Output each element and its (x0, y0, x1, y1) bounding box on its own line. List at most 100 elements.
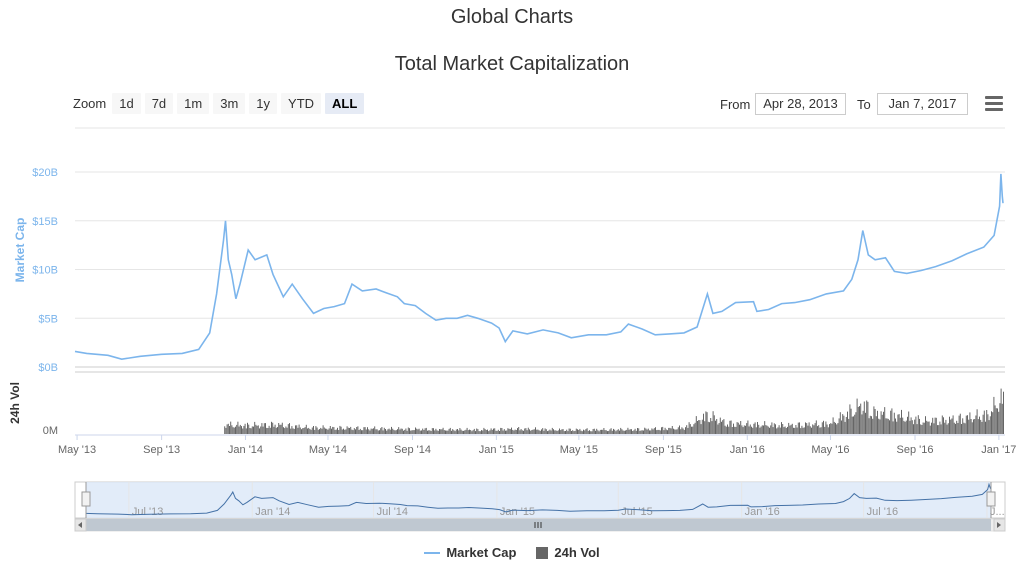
volume-bar (946, 424, 948, 434)
volume-bar (901, 409, 902, 434)
volume-bar (524, 428, 526, 434)
volume-bar (551, 427, 553, 434)
volume-bar (796, 427, 798, 434)
volume-bar (337, 427, 338, 434)
zoom-button-1m[interactable]: 1m (177, 93, 210, 114)
volume-bar (861, 414, 863, 434)
volume-bar (645, 428, 647, 434)
y-tick-label: $0B (38, 362, 58, 374)
volume-bar (427, 430, 428, 434)
volume-bar (818, 425, 820, 434)
volume-bar (477, 429, 479, 434)
volume-bar (298, 424, 300, 434)
volume-bar (440, 429, 442, 434)
volume-bar (927, 421, 929, 434)
volume-bar (448, 428, 450, 434)
volume-bar (848, 418, 850, 434)
volume-bar (916, 424, 918, 434)
zoom-button-7d[interactable]: 7d (144, 93, 174, 114)
legend-item-volume[interactable]: 24h Vol (536, 545, 600, 560)
y-tick-label: $15B (32, 216, 58, 228)
volume-bar (394, 430, 396, 434)
volume-bar (913, 424, 914, 434)
volume-bar (784, 426, 786, 434)
volume-bar (453, 430, 455, 434)
volume-bar (779, 427, 781, 434)
volume-bar (718, 423, 720, 434)
volume-bar (517, 428, 518, 434)
navigator-handle-right[interactable] (986, 491, 996, 507)
volume-bar (688, 422, 690, 434)
volume-bar (543, 430, 545, 434)
volume-bar (953, 422, 955, 434)
hamburger-menu-icon[interactable] (985, 96, 1003, 112)
volume-bar (422, 428, 424, 434)
volume-bar (401, 428, 403, 434)
volume-bar (971, 422, 973, 434)
from-date-input[interactable]: Apr 28, 2013 (755, 93, 846, 115)
to-date-input[interactable]: Jan 7, 2017 (877, 93, 968, 115)
volume-bar (937, 425, 938, 434)
volume-bar (509, 429, 511, 434)
volume-bar (406, 430, 408, 434)
volume-bar (731, 427, 733, 434)
volume-bar (850, 408, 852, 434)
volume-bar (643, 430, 644, 434)
volume-bar (952, 415, 954, 434)
volume-bar (855, 412, 857, 434)
volume-bar (445, 430, 446, 434)
zoom-button-3m[interactable]: 3m (213, 93, 246, 114)
volume-bar (487, 429, 488, 434)
legend-item-market-cap[interactable]: Market Cap (424, 545, 516, 560)
volume-bar (496, 430, 498, 434)
volume-bar (869, 415, 871, 434)
volume-bar (979, 416, 980, 434)
volume-bar (251, 426, 253, 434)
volume-bar (814, 423, 816, 434)
volume-bar (386, 430, 388, 434)
volume-bar (291, 426, 293, 434)
page-title: Global Charts (450, 6, 574, 28)
volume-bar (531, 430, 533, 434)
volume-bar (579, 428, 581, 434)
zoom-button-1d[interactable]: 1d (112, 93, 141, 114)
volume-bar (338, 430, 340, 434)
volume-bar (685, 427, 686, 434)
volume-bar (956, 420, 958, 434)
volume-bar (319, 429, 320, 434)
volume-bar (973, 419, 974, 434)
volume-bar (815, 420, 817, 434)
volume-bar (745, 425, 746, 434)
volume-bar (800, 428, 802, 434)
volume-bar (227, 423, 229, 434)
volume-bar (620, 427, 622, 434)
volume-bar (965, 415, 967, 434)
volume-bar (975, 415, 977, 434)
volume-bar (436, 430, 438, 434)
volume-bar (722, 420, 724, 434)
zoom-button-all[interactable]: ALL (325, 93, 365, 114)
navigator-tick-label: Jan '16 (745, 506, 780, 518)
volume-bar (495, 430, 497, 434)
volume-bar (572, 430, 574, 434)
zoom-button-ytd[interactable]: YTD (281, 93, 322, 114)
volume-bar (439, 429, 440, 434)
volume-bar (452, 429, 454, 434)
volume-bar (856, 398, 858, 434)
volume-bar (425, 427, 427, 434)
volume-bar (998, 411, 1000, 434)
volume-bar (322, 425, 324, 434)
volume-bar (716, 419, 718, 434)
x-tick-label: Sep '14 (394, 444, 431, 456)
volume-bar (875, 416, 877, 434)
volume-bar (613, 428, 614, 434)
zoom-button-1y[interactable]: 1y (249, 93, 278, 114)
volume-bar (989, 416, 991, 434)
volume-bar (962, 418, 964, 434)
volume-bar (563, 431, 565, 434)
volume-bar (825, 421, 827, 434)
navigator-handle-left[interactable] (81, 491, 91, 507)
navigator-selection[interactable] (86, 482, 991, 518)
volume-bar (964, 423, 966, 434)
volume-bar (776, 428, 778, 434)
